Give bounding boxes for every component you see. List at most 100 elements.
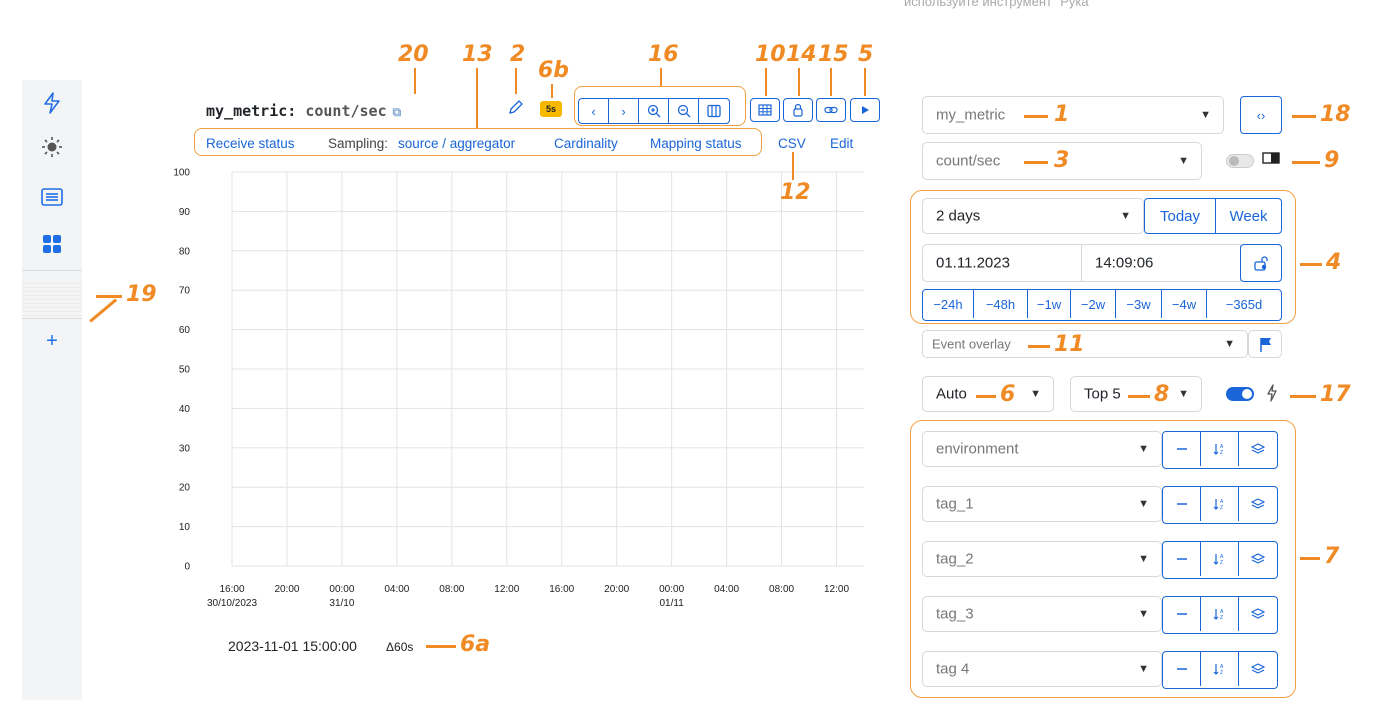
unit-select-value: count/sec — [936, 152, 1001, 170]
annotation-box — [910, 420, 1296, 698]
time-input[interactable]: 14:09:06 — [1081, 244, 1241, 282]
layers-icon[interactable] — [1239, 542, 1277, 576]
play-icon[interactable] — [850, 98, 880, 122]
annotation-line — [426, 645, 456, 648]
annotation-box — [194, 128, 762, 156]
today-button[interactable]: Today — [1144, 198, 1216, 234]
csv-link[interactable]: CSV — [778, 136, 806, 151]
x-tick-label: 00:00 — [659, 584, 684, 595]
lightning-icon — [1266, 384, 1278, 407]
resolution-select[interactable]: Auto ▼ — [922, 376, 1054, 412]
annotation-line — [96, 295, 122, 298]
metric-select-value: my_metric — [936, 106, 1006, 124]
shift-24h-button[interactable]: −24h — [923, 290, 974, 318]
minus-icon[interactable] — [1163, 432, 1201, 466]
cardinality-link[interactable]: Cardinality — [554, 136, 618, 151]
page-title: my_metric: count/sec ⧉ — [206, 102, 401, 120]
unlock-icon[interactable] — [1240, 244, 1282, 282]
minus-icon[interactable] — [1163, 542, 1201, 576]
y-tick-label: 0 — [184, 562, 190, 573]
range-select[interactable]: 2 days ▼ — [922, 198, 1144, 234]
annotation-8: 8 — [1154, 382, 1170, 407]
annotation-line — [1300, 263, 1322, 266]
link-icon[interactable] — [816, 98, 846, 122]
shift-365d-button[interactable]: −365d — [1225, 296, 1263, 312]
resolution-value: Auto — [936, 385, 967, 403]
shift-2w-button[interactable]: −2w — [1071, 290, 1116, 318]
annotation-20: 20 — [398, 42, 429, 67]
shift-4w-button[interactable]: −4w — [1162, 290, 1207, 318]
chart-nav-group: ‹ › — [578, 98, 730, 124]
sun-icon[interactable] — [22, 136, 82, 164]
annotation-14: 14 — [786, 42, 817, 67]
week-button[interactable]: Week — [1215, 198, 1282, 234]
shift-1w-button[interactable]: −1w — [1028, 290, 1071, 318]
pencil-icon[interactable] — [508, 99, 524, 120]
svg-text:A: A — [1220, 609, 1224, 615]
chevron-left-icon[interactable]: ‹ — [579, 99, 609, 123]
edit-link[interactable]: Edit — [830, 136, 854, 151]
tag-select[interactable]: tag_1 ▼ — [922, 486, 1162, 522]
metric-chart[interactable]: 0 10 20 30 40 50 60 70 80 90 100 16:00 30/10/2023 20:… — [160, 160, 880, 620]
zoom-out-icon[interactable] — [669, 99, 699, 123]
x-tick-label: 00:00 — [329, 584, 354, 595]
lightning-icon[interactable] — [22, 92, 82, 120]
shift-3w-button[interactable]: −3w — [1116, 290, 1162, 318]
plus-icon[interactable]: + — [46, 330, 58, 352]
annotation-box — [574, 86, 746, 126]
y-tick-label: 90 — [179, 207, 191, 218]
top-n-select[interactable]: Top 5 ▼ — [1070, 376, 1202, 412]
sidebar-drag-area[interactable] — [22, 280, 82, 316]
x-tick-label: 04:00 — [714, 584, 739, 595]
receive-status-link[interactable]: Receive status — [206, 136, 295, 151]
unit-select[interactable]: count/sec ▼ — [922, 142, 1202, 180]
list-icon[interactable] — [22, 186, 82, 212]
event-overlay-select[interactable]: Event overlay ▼ — [922, 330, 1248, 358]
tag-select[interactable]: tag 4 ▼ — [922, 651, 1162, 687]
toggle-off[interactable] — [1226, 154, 1254, 168]
annotation-line — [476, 68, 478, 128]
external-link-icon[interactable]: ⧉ — [392, 105, 402, 119]
tag-select-value: tag_1 — [936, 495, 974, 513]
sampling-link[interactable]: source / aggregator — [398, 136, 516, 151]
code-icon[interactable]: ‹› — [1240, 96, 1282, 134]
range-select-value: 2 days — [936, 207, 981, 225]
refresh-badge[interactable]: 5s — [540, 101, 562, 117]
live-toggle[interactable] — [1226, 387, 1254, 401]
chevron-down-icon: ▼ — [1138, 443, 1149, 455]
layers-icon[interactable] — [1239, 487, 1277, 521]
lock-icon[interactable] — [783, 98, 813, 122]
date-input[interactable]: 01.11.2023 — [922, 244, 1082, 282]
flag-icon[interactable] — [1248, 330, 1282, 358]
annotation-line — [551, 84, 553, 98]
tag-select[interactable]: tag_3 ▼ — [922, 596, 1162, 632]
minus-icon[interactable] — [1163, 487, 1201, 521]
y-tick-label: 60 — [179, 325, 191, 336]
x-tick-label: 20:00 — [274, 584, 299, 595]
metric-select[interactable]: my_metric ▼ — [922, 96, 1224, 134]
layers-icon[interactable] — [1239, 432, 1277, 466]
shift-48h-button[interactable]: −48h — [974, 290, 1028, 318]
minus-icon[interactable] — [1163, 597, 1201, 631]
metric-unit: count/sec — [305, 102, 387, 120]
tag-select[interactable]: tag_2 ▼ — [922, 541, 1162, 577]
minus-icon[interactable] — [1163, 652, 1201, 686]
mapping-status-link[interactable]: Mapping status — [650, 136, 742, 151]
zoom-in-icon[interactable] — [639, 99, 669, 123]
x-tick-sublabel: 01/11 — [660, 598, 685, 609]
dashboard-icon[interactable] — [22, 234, 82, 260]
table-icon[interactable] — [750, 98, 780, 122]
columns-icon[interactable] — [699, 99, 729, 123]
tag-select[interactable]: environment ▼ — [922, 431, 1162, 467]
chevron-right-icon[interactable]: › — [609, 99, 639, 123]
y-tick-label: 20 — [179, 483, 191, 494]
annotation-line — [1128, 395, 1150, 398]
time-shift-group: −24h −48h −1w −2w −3w −4w −365d — [922, 289, 1282, 321]
layers-icon[interactable] — [1239, 652, 1277, 686]
layers-icon[interactable] — [1239, 597, 1277, 631]
